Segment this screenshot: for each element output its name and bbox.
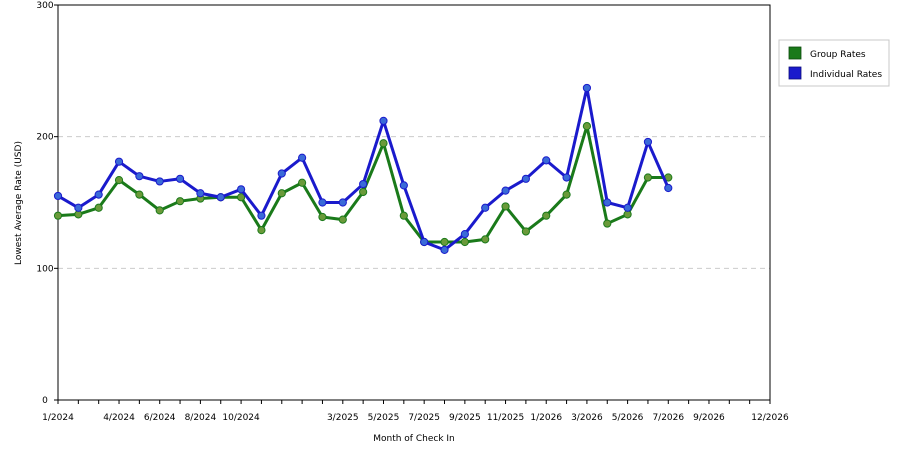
data-point-individual-rates xyxy=(643,137,653,147)
data-point-individual-rates xyxy=(298,153,307,162)
data-point-group-rates xyxy=(521,227,530,236)
series-line-individual-rates xyxy=(57,86,670,252)
data-point-individual-rates xyxy=(53,191,63,201)
data-point-individual-rates xyxy=(501,186,510,195)
x-tick-label: 9/2026 xyxy=(693,413,725,423)
data-point-individual-rates xyxy=(603,198,612,207)
data-point-group-rates xyxy=(562,190,571,199)
data-point-group-rates xyxy=(643,173,653,182)
x-tick-label: 6/2024 xyxy=(144,413,176,423)
data-point-group-rates xyxy=(53,211,63,220)
x-tick-label: 5/2026 xyxy=(612,413,644,423)
data-point-individual-rates xyxy=(359,179,368,189)
data-point-group-rates xyxy=(542,211,551,220)
x-tick-label: 11/2025 xyxy=(487,413,524,423)
y-tick-label: 0 xyxy=(42,396,48,406)
x-tick-label: 1/2026 xyxy=(530,413,562,423)
data-point-group-rates xyxy=(298,178,307,187)
y-axis: 0 100 200 300 xyxy=(36,1,58,406)
data-point-group-rates xyxy=(236,193,246,202)
x-tick-label: 4/2024 xyxy=(103,413,135,423)
data-point-individual-rates xyxy=(623,203,632,212)
data-point-group-rates xyxy=(359,187,368,197)
legend-label-group-rates: Group Rates xyxy=(810,50,866,60)
data-point-group-rates xyxy=(175,197,185,206)
data-point-individual-rates xyxy=(94,190,103,199)
data-point-individual-rates xyxy=(175,174,185,183)
y-tick-label: 300 xyxy=(36,1,53,11)
data-point-group-rates xyxy=(399,211,408,220)
x-axis-title: Month of Check In xyxy=(373,434,455,444)
data-point-group-rates xyxy=(277,189,286,198)
data-point-individual-rates xyxy=(196,189,205,198)
data-point-individual-rates xyxy=(664,183,673,193)
data-point-group-rates xyxy=(257,226,266,235)
data-point-individual-rates xyxy=(521,174,530,183)
legend: Group Rates Individual Rates xyxy=(778,39,890,87)
data-point-individual-rates xyxy=(481,203,490,212)
data-point-individual-rates xyxy=(114,157,124,166)
data-point-group-rates xyxy=(114,176,124,185)
data-point-individual-rates xyxy=(399,181,408,190)
x-tick-label: 3/2026 xyxy=(571,413,603,423)
legend-swatch-individual-rates xyxy=(788,66,802,80)
data-point-individual-rates xyxy=(135,172,144,181)
data-point-group-rates xyxy=(481,235,490,244)
x-axis: 1/2024 4/2024 6/2024 8/2024 10/2024 3/2025 5/2… xyxy=(42,400,789,423)
data-point-group-rates xyxy=(135,190,144,199)
x-tick-label: 9/2025 xyxy=(449,413,481,423)
legend-swatch-group-rates xyxy=(788,46,802,60)
x-tick-label: 3/2025 xyxy=(327,413,359,423)
x-tick-label: 7/2026 xyxy=(652,413,684,423)
data-point-individual-rates xyxy=(257,211,266,220)
data-point-group-rates xyxy=(501,202,510,211)
series-layer xyxy=(53,83,673,254)
y-tick-label: 100 xyxy=(36,264,53,274)
data-point-individual-rates xyxy=(542,156,551,165)
data-point-individual-rates xyxy=(155,177,164,186)
data-point-individual-rates xyxy=(420,237,429,247)
data-point-individual-rates xyxy=(236,185,246,194)
data-point-individual-rates xyxy=(440,245,449,254)
data-point-group-rates xyxy=(155,206,164,215)
grid-layer xyxy=(58,136,770,269)
data-point-individual-rates xyxy=(562,173,571,182)
x-tick-label: 12/2026 xyxy=(751,413,789,423)
x-tick-label: 8/2024 xyxy=(185,413,217,423)
data-point-individual-rates xyxy=(582,83,592,93)
y-axis-title: Lowest Average Rate (USD) xyxy=(14,141,24,265)
data-point-individual-rates xyxy=(379,116,388,125)
data-point-individual-rates xyxy=(216,193,225,202)
data-point-group-rates xyxy=(582,122,592,131)
data-point-group-rates xyxy=(440,237,449,247)
plot-frame xyxy=(57,4,771,401)
data-point-group-rates xyxy=(379,139,388,148)
data-point-group-rates xyxy=(460,237,469,247)
data-point-group-rates xyxy=(318,212,327,222)
data-point-group-rates xyxy=(338,215,347,224)
x-tick-label: 1/2024 xyxy=(42,413,74,423)
y-tick-label: 200 xyxy=(36,133,53,143)
legend-label-individual-rates: Individual Rates xyxy=(810,70,882,80)
x-tick-label: 7/2025 xyxy=(408,413,440,423)
data-point-group-rates xyxy=(94,203,103,212)
data-point-group-rates xyxy=(603,219,612,228)
data-point-individual-rates xyxy=(318,198,327,207)
data-point-individual-rates xyxy=(460,230,469,239)
x-tick-label: 10/2024 xyxy=(222,413,260,423)
data-point-individual-rates xyxy=(74,203,83,212)
x-tick-label: 5/2025 xyxy=(368,413,400,423)
data-point-individual-rates xyxy=(277,169,286,178)
data-point-individual-rates xyxy=(338,198,347,207)
